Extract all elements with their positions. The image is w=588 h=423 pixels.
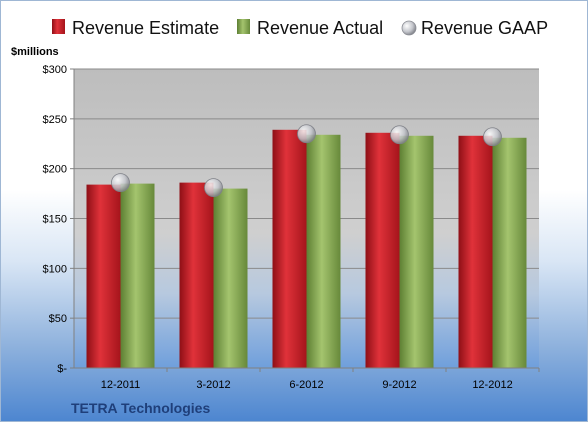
x-tick-label: 3-2012 xyxy=(196,379,230,391)
bar-revenue-actual xyxy=(213,188,248,368)
bar-revenue-estimate xyxy=(86,184,121,368)
y-tick-label: $250 xyxy=(43,114,67,126)
bar-revenue-estimate xyxy=(179,182,214,368)
y-tick-label: $- xyxy=(57,363,67,375)
marker-revenue-gaap xyxy=(390,125,409,145)
y-tick-label: $200 xyxy=(43,164,67,176)
bar-revenue-estimate xyxy=(365,132,400,368)
marker-revenue-gaap xyxy=(111,173,130,193)
marker-revenue-gaap xyxy=(297,124,316,144)
y-tick-label: $300 xyxy=(43,64,67,76)
x-tick-label: 12-2012 xyxy=(472,379,512,391)
bar-revenue-actual xyxy=(306,134,341,368)
legend-swatch-actual xyxy=(237,19,250,34)
x-axis-ticks: 12-2011 3-2012 6-2012 9-2012 12-2012 xyxy=(101,368,540,391)
legend-swatch-gaap xyxy=(401,20,417,36)
y-tick-label: $50 xyxy=(49,313,67,325)
x-tick-label: 9-2012 xyxy=(382,379,416,391)
unit-label: $millions xyxy=(11,46,59,58)
y-tick-label: $100 xyxy=(43,263,67,275)
bar-revenue-estimate xyxy=(272,129,307,368)
y-tick-label: $150 xyxy=(43,214,67,226)
x-tick-label: 6-2012 xyxy=(289,379,323,391)
marker-revenue-gaap xyxy=(204,178,223,198)
x-tick-label: 12-2011 xyxy=(101,379,141,391)
company-name: TETRA Technologies xyxy=(71,400,210,416)
y-axis-ticks: $- $50 $100 $150 $200 $250 $300 xyxy=(43,64,74,375)
bar-revenue-estimate xyxy=(458,135,493,368)
bar-revenue-actual xyxy=(492,137,527,368)
bar-revenue-actual xyxy=(120,183,155,368)
legend-label-actual: Revenue Actual xyxy=(257,18,383,38)
legend-swatch-estimate xyxy=(52,19,65,34)
legend-label-estimate: Revenue Estimate xyxy=(72,18,219,38)
bars xyxy=(86,124,527,368)
bar-revenue-actual xyxy=(399,135,434,368)
marker-revenue-gaap xyxy=(483,127,502,147)
legend-label-gaap: Revenue GAAP xyxy=(421,18,548,38)
